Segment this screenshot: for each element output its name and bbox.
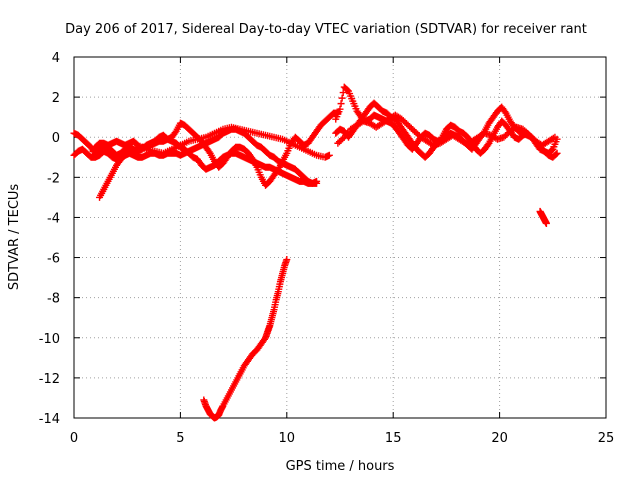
- y-tick-label: 0: [52, 131, 60, 146]
- plot-frame: [73, 56, 607, 419]
- y-tick-label: -2: [47, 171, 60, 186]
- data-point: [283, 256, 291, 264]
- y-tick-label: -10: [39, 332, 60, 347]
- x-axis-label: GPS time / hours: [286, 459, 395, 474]
- y-tick-label: -8: [47, 292, 60, 307]
- data-point: [501, 108, 509, 116]
- series-track-d: [89, 123, 333, 161]
- y-tick-label: -14: [39, 412, 60, 427]
- data-point: [338, 94, 346, 102]
- data-point: [171, 129, 179, 137]
- data-point: [553, 149, 561, 157]
- x-tick-label: 0: [70, 431, 78, 446]
- y-tick-label: 4: [52, 51, 60, 66]
- data-point: [273, 167, 281, 175]
- series-track-h: [200, 256, 291, 422]
- data-point: [549, 134, 557, 142]
- data-point: [552, 150, 560, 158]
- y-axis-label: SDTVAR / TECUs: [7, 184, 22, 291]
- data-point: [339, 135, 347, 143]
- data-point: [343, 86, 351, 94]
- data-points: [70, 83, 561, 422]
- data-point: [336, 105, 344, 113]
- series-track-g: [334, 111, 559, 149]
- y-tick-label: 2: [52, 91, 60, 106]
- data-point: [548, 146, 556, 154]
- y-tick-label: -12: [39, 372, 60, 387]
- x-tick-label: 15: [385, 431, 402, 446]
- data-point: [542, 219, 550, 227]
- x-tick-label: 10: [279, 431, 296, 446]
- chart-title: Day 206 of 2017, Sidereal Day-to-day VTE…: [65, 22, 587, 37]
- y-tick-label: -4: [47, 211, 60, 226]
- y-tick-label: -6: [47, 252, 60, 267]
- data-point: [205, 148, 213, 156]
- data-point: [551, 133, 559, 141]
- data-point: [248, 154, 256, 162]
- data-point: [313, 179, 321, 187]
- data-point: [337, 100, 345, 108]
- data-point: [339, 89, 347, 97]
- x-tick-label: 25: [598, 431, 615, 446]
- x-tick-label: 5: [176, 431, 184, 446]
- x-tick-label: 20: [491, 431, 508, 446]
- data-point: [325, 151, 333, 159]
- series-track-i: [536, 207, 550, 227]
- series-track-c: [96, 109, 342, 201]
- data-point: [484, 141, 492, 149]
